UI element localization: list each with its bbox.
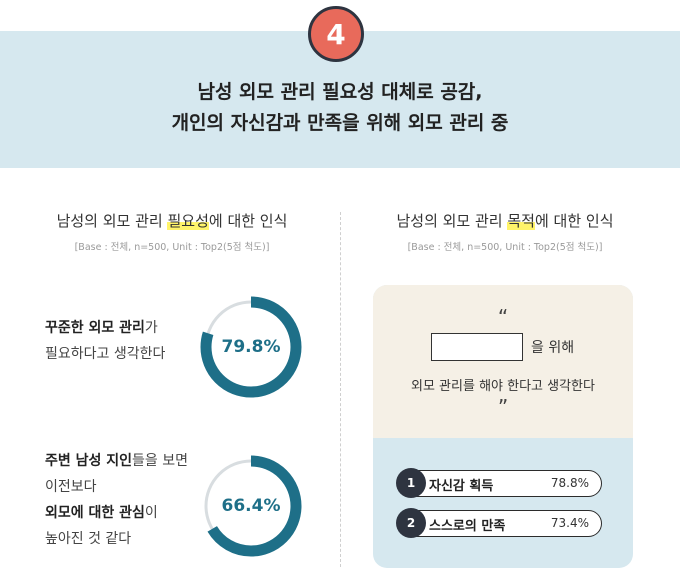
rank-2-value: 73.4%: [550, 516, 589, 530]
open-quote: “: [497, 305, 509, 329]
item-2-rest: 들을 보면: [132, 453, 189, 469]
section-divider: [340, 212, 341, 567]
left-base-note: [Base : 전체, n=500, Unit : Top2(5점 척도)]: [74, 242, 270, 253]
for-text: 을 위해: [531, 340, 575, 356]
item-2-line2: 이전보다: [45, 479, 97, 495]
rank-1-label: 자신감 획득: [429, 479, 494, 494]
headline-line-2: 개인의 자신감과 만족을 위해 외모 관리 중: [171, 112, 509, 134]
ranking-item-1: 1 자신감 획득 78.8%: [396, 468, 602, 498]
item-2-line3-bold: 외모에 대한 관심: [45, 505, 145, 521]
item-2-line4: 높아진 것 같다: [45, 531, 132, 547]
donut-1-arc: [200, 296, 302, 398]
item-2-text: 주변 남성 지인들을 보면 이전보다 외모에 대한 관심이 높아진 것 같다: [45, 448, 188, 552]
right-title-pre: 남성의 외모 관리: [396, 212, 508, 230]
close-quote: ”: [497, 395, 509, 419]
donut-2-arc: [200, 455, 302, 557]
rank-2-label: 스스로의 만족: [429, 519, 506, 534]
donut-chart-1: 79.8%: [196, 292, 306, 402]
headline-line-1: 남성 외모 관리 필요성 대체로 공감,: [197, 81, 483, 103]
item-2-bold: 주변 남성 지인: [45, 453, 133, 469]
rank-1-number: 1: [396, 468, 426, 498]
right-title-highlight: 목적: [507, 212, 535, 230]
item-1-rest: 가: [144, 320, 158, 336]
ranking-item-2: 2 스스로의 만족 73.4%: [396, 508, 602, 538]
headline: 남성 외모 관리 필요성 대체로 공감, 개인의 자신감과 만족을 위해 외모 …: [0, 77, 680, 139]
left-section-title: 남성의 외모 관리 필요성에 대한 인식: [22, 210, 322, 231]
rank-2-number: 2: [396, 508, 426, 538]
left-title-pre: 남성의 외모 관리: [56, 212, 168, 230]
blank-box: [431, 333, 523, 361]
section-number-badge: 4: [308, 6, 364, 62]
purpose-line: 외모 관리를 해야 한다고 생각한다: [411, 379, 595, 394]
item-1-line2: 필요하다고 생각한다: [45, 346, 166, 362]
donut-chart-2: 66.4%: [196, 451, 306, 561]
purpose-card: “ 을 위해 외모 관리를 해야 한다고 생각한다 ” 1 자신감 획득 78.…: [373, 285, 633, 568]
donut-1-value: 79.8%: [221, 337, 281, 357]
purpose-card-top: “ 을 위해 외모 관리를 해야 한다고 생각한다 ”: [373, 285, 633, 438]
item-1-bold: 꾸준한 외모 관리: [45, 320, 145, 336]
right-title-post: 에 대한 인식: [534, 212, 614, 230]
item-2-line3-rest: 이: [144, 505, 158, 521]
left-title-post: 에 대한 인식: [208, 212, 288, 230]
right-base-note: [Base : 전체, n=500, Unit : Top2(5점 척도)]: [407, 242, 603, 253]
donut-2-value: 66.4%: [221, 496, 281, 516]
left-title-highlight: 필요성: [167, 212, 209, 230]
rank-1-value: 78.8%: [550, 476, 589, 490]
item-1-text: 꾸준한 외모 관리가 필요하다고 생각한다: [45, 315, 165, 367]
right-section-title: 남성의 외모 관리 목적에 대한 인식: [355, 210, 655, 231]
section-number: 4: [326, 17, 346, 51]
